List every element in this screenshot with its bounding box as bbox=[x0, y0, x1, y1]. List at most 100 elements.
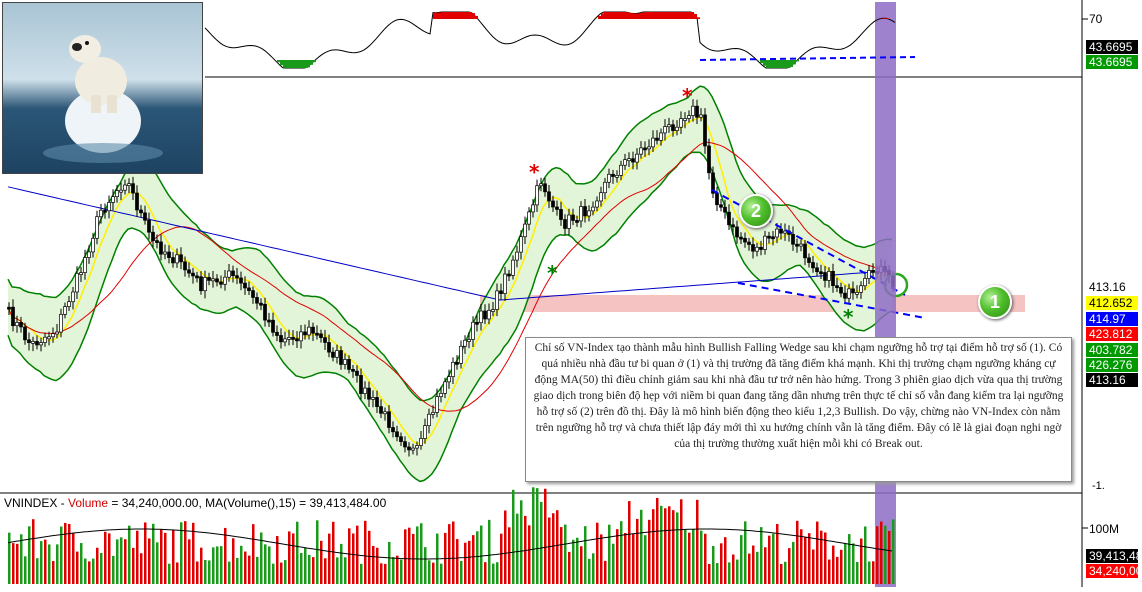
osc-oversold-fill bbox=[313, 60, 316, 62]
volume-bar bbox=[492, 564, 495, 584]
volume-bar bbox=[284, 560, 287, 584]
candle-body bbox=[520, 237, 523, 252]
volume-bar bbox=[812, 550, 815, 584]
volume-bar bbox=[604, 561, 607, 584]
volume-bar bbox=[548, 518, 551, 584]
candle-body bbox=[556, 207, 559, 209]
osc-oversold-fill bbox=[760, 60, 763, 63]
price-badge-4: 403.782 bbox=[1086, 343, 1138, 357]
osc-overbought-fill bbox=[607, 12, 610, 19]
candle-body bbox=[620, 165, 623, 175]
support-label-1: 1 bbox=[978, 285, 1012, 319]
volume-bar bbox=[40, 541, 43, 584]
candle-body bbox=[748, 242, 751, 244]
volume-bar bbox=[224, 528, 227, 584]
candle-body bbox=[420, 438, 423, 445]
osc-overbought-fill bbox=[634, 14, 637, 19]
candle-body bbox=[148, 220, 151, 232]
volume-bar bbox=[616, 529, 619, 584]
candle-body bbox=[584, 207, 587, 216]
volume-bar bbox=[852, 543, 855, 584]
candle-body bbox=[368, 388, 371, 399]
volume-bar bbox=[212, 547, 215, 584]
star-marker-high: * bbox=[529, 160, 539, 184]
volume-bar bbox=[416, 526, 419, 584]
candle-body bbox=[528, 212, 531, 224]
volume-bar bbox=[564, 525, 567, 584]
volume-bar bbox=[592, 553, 595, 584]
candle-body bbox=[624, 160, 627, 166]
volume-bar bbox=[248, 556, 251, 584]
candle-body bbox=[160, 242, 163, 254]
candle-body bbox=[816, 268, 819, 272]
candle-body bbox=[408, 447, 411, 450]
volume-bar bbox=[408, 528, 411, 584]
osc-oversold-fill bbox=[781, 60, 784, 68]
candle-body bbox=[656, 138, 659, 140]
volume-value-badge: 34,240,00 bbox=[1086, 564, 1138, 578]
volume-bar bbox=[840, 550, 843, 584]
volume-bar bbox=[240, 546, 243, 584]
candle-body bbox=[464, 340, 467, 346]
candle-body bbox=[616, 175, 619, 177]
osc-overbought-fill bbox=[640, 13, 643, 19]
osc-overbought-fill bbox=[628, 13, 631, 19]
osc-overbought-fill bbox=[688, 12, 691, 19]
candle-body bbox=[384, 412, 387, 414]
osc-overbought-fill bbox=[598, 16, 601, 19]
price-badge-3: 423.812 bbox=[1086, 327, 1138, 341]
osc-oversold-fill bbox=[280, 60, 283, 65]
volume-bar bbox=[80, 543, 83, 584]
osc-oversold-fill bbox=[763, 60, 766, 66]
osc-overbought-fill bbox=[649, 12, 652, 19]
volume-bar bbox=[308, 555, 311, 584]
volume-bar bbox=[288, 531, 291, 584]
volume-bar bbox=[680, 499, 683, 584]
volume-bar bbox=[804, 537, 807, 584]
osc-overbought-fill bbox=[610, 12, 613, 19]
volume-bar bbox=[496, 562, 499, 584]
candle-body bbox=[124, 185, 127, 190]
candle-body bbox=[16, 322, 19, 325]
volume-bar bbox=[588, 559, 591, 584]
candle-body bbox=[636, 154, 639, 162]
volume-bar bbox=[500, 534, 503, 584]
candle-body bbox=[516, 252, 519, 260]
volume-bar bbox=[476, 531, 479, 584]
candle-body bbox=[412, 448, 415, 450]
candle-body bbox=[220, 282, 223, 284]
osc-overbought-fill bbox=[652, 12, 655, 19]
candle-body bbox=[512, 260, 515, 275]
candle-body bbox=[140, 210, 143, 213]
candle-body bbox=[376, 397, 379, 406]
candle-body bbox=[84, 258, 87, 273]
osc-oversold-fill bbox=[289, 60, 292, 68]
volume-bar bbox=[568, 552, 571, 584]
candle-body bbox=[28, 340, 31, 343]
candle-body bbox=[20, 322, 23, 326]
candle-body bbox=[404, 442, 407, 447]
volume-bar bbox=[44, 540, 47, 584]
volume-bar bbox=[692, 529, 695, 584]
polar-bear-illustration bbox=[3, 3, 202, 173]
candle-body bbox=[536, 186, 539, 205]
candle-body bbox=[856, 292, 859, 294]
volume-bar bbox=[92, 559, 95, 584]
candle-body bbox=[96, 217, 99, 239]
volume-bar bbox=[144, 522, 147, 584]
volume-bar bbox=[300, 553, 303, 584]
volume-bar bbox=[532, 487, 535, 584]
candle-body bbox=[812, 263, 815, 268]
candle-body bbox=[544, 184, 547, 192]
volume-bar bbox=[808, 533, 811, 584]
volume-bar bbox=[116, 539, 119, 584]
candle-body bbox=[68, 302, 71, 307]
volume-bar bbox=[396, 556, 399, 584]
osc-overbought-fill bbox=[622, 12, 625, 19]
candle-body bbox=[392, 428, 395, 432]
volume-title-series: Volume bbox=[68, 496, 108, 510]
osc-overbought-fill bbox=[442, 12, 445, 19]
candle-body bbox=[700, 115, 703, 117]
candle-body bbox=[564, 220, 567, 229]
candle-body bbox=[644, 148, 647, 150]
